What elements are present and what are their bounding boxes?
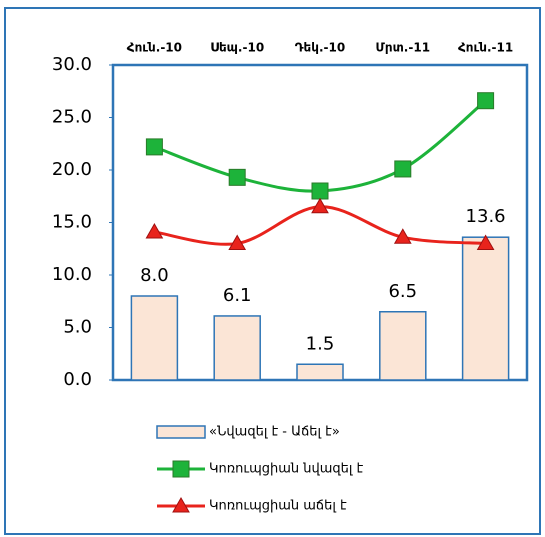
frame (4, 7, 541, 535)
bar (130, 295, 179, 381)
marker (172, 460, 190, 478)
y-tick-label: 25.0 (52, 107, 92, 128)
marker (394, 160, 412, 178)
marker (476, 234, 495, 250)
marker (311, 197, 329, 214)
data-label: 6.5 (388, 281, 417, 302)
x-tick-label: Մրտ.-11 (376, 41, 431, 55)
data-label: 6.1 (223, 285, 252, 306)
y-tick-label: 5.0 (63, 317, 92, 338)
y-tick-label: 0.0 (63, 369, 92, 390)
x-tick-label: Հուն.-10 (127, 41, 182, 55)
x-tick-label: Դեկ.-10 (295, 41, 345, 55)
legend-label: Կոռուպցիան նվազել է (209, 462, 364, 477)
y-tick-label: 10.0 (52, 264, 92, 285)
data-label: 8.0 (140, 265, 169, 286)
y-tick-label: 20.0 (52, 159, 92, 180)
marker (228, 168, 246, 186)
y-tick-label: 30.0 (52, 54, 92, 75)
line (153, 99, 487, 193)
bar (296, 363, 344, 381)
bar (461, 236, 510, 381)
marker (145, 222, 164, 239)
x-tick-label: Հուն.-11 (458, 41, 513, 55)
marker (477, 92, 495, 110)
marker (228, 234, 247, 250)
y-tick-label: 15.0 (52, 212, 92, 233)
marker (172, 496, 190, 513)
data-label: 13.6 (466, 206, 506, 227)
x-tick-label: Սեպ.-10 (210, 41, 264, 55)
legend-label: «Նվազել է - Աճել է» (209, 425, 340, 440)
bar (379, 311, 427, 381)
marker (393, 228, 412, 244)
legend-swatch (156, 425, 206, 439)
marker (311, 182, 329, 200)
data-label: 1.5 (306, 333, 335, 354)
bar (213, 315, 261, 381)
marker (145, 138, 163, 156)
legend-label: Կոռուպցիան աճել է (209, 499, 347, 514)
